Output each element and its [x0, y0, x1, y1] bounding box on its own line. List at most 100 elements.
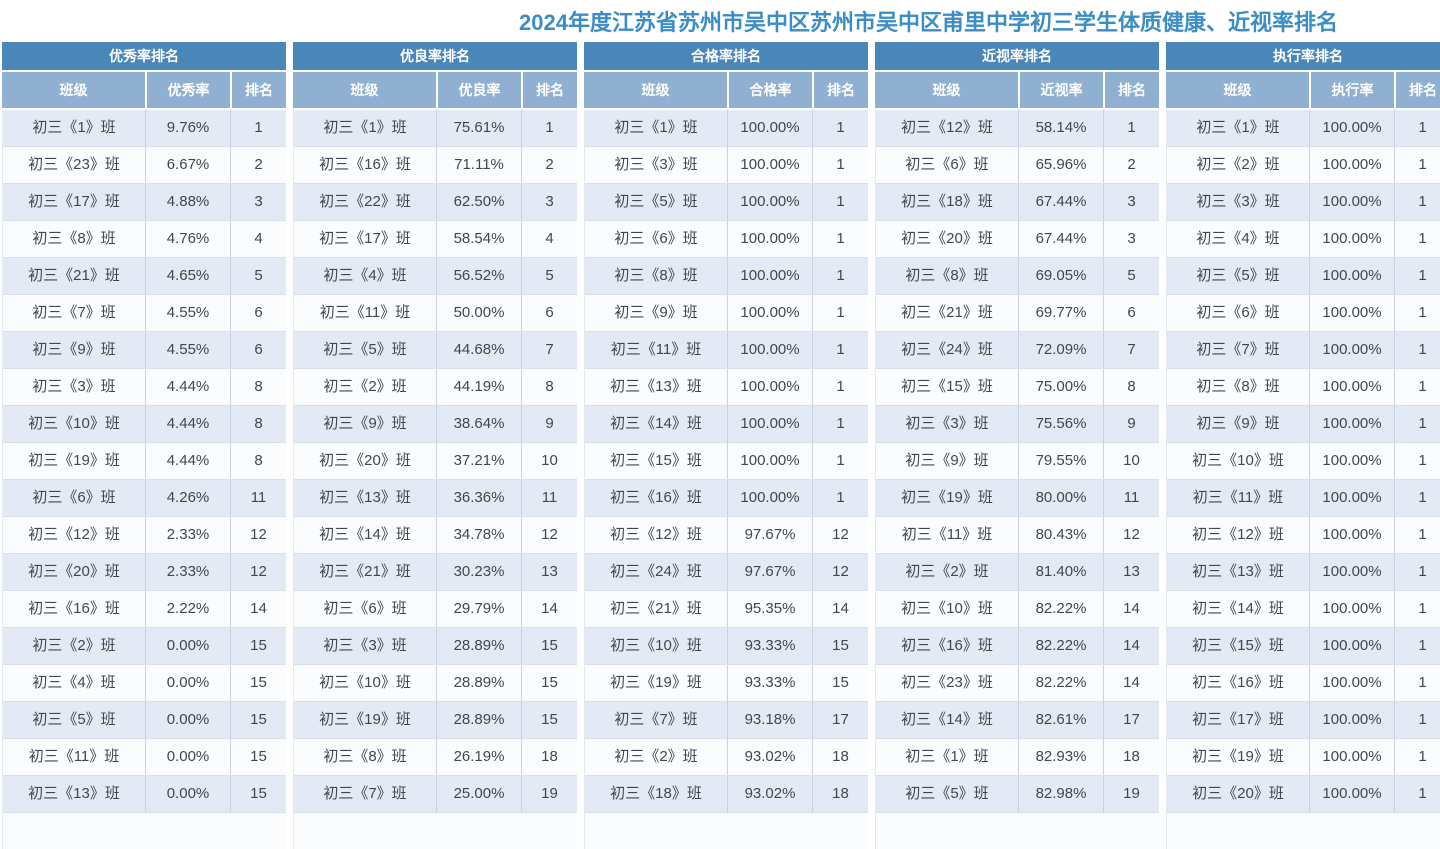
rate-cell: 30.23%: [437, 554, 522, 590]
rate-cell: 100.00%: [1310, 184, 1395, 220]
table-row: 初三《18》班 67.44% 3: [876, 184, 1159, 221]
clipped-row: [585, 813, 868, 849]
rate-cell: 4.88%: [146, 184, 231, 220]
class-cell: 初三《14》班: [876, 702, 1019, 738]
rank-cell: 14: [1123, 600, 1140, 617]
rank-cell: 10: [541, 452, 558, 469]
table-row: 初三《20》班 67.44% 3: [876, 221, 1159, 258]
rank-cell: 15: [832, 674, 849, 691]
table-row: 初三《19》班 80.00% 11: [876, 480, 1159, 517]
rate-cell: 82.22%: [1019, 591, 1104, 627]
class-cell: 初三《9》班: [1167, 406, 1310, 442]
class-cell: 初三《2》班: [3, 628, 146, 664]
rank-cell: 1: [1418, 415, 1427, 432]
rate-cell: 6.67%: [146, 147, 231, 183]
table-title: 优秀率排名: [2, 42, 286, 70]
rank-cell: 6: [1127, 304, 1136, 321]
class-cell: 初三《7》班: [1167, 332, 1310, 368]
class-cell: 初三《3》班: [294, 628, 437, 664]
column-header-class: 班级: [59, 82, 88, 98]
table-row: 初三《21》班 95.35% 14: [585, 591, 868, 628]
rate-cell: 97.67%: [728, 554, 813, 590]
column-header-class: 班级: [932, 82, 961, 98]
rate-cell: 44.19%: [437, 369, 522, 405]
rate-cell: 100.00%: [728, 221, 813, 257]
class-cell: 初三《18》班: [876, 184, 1019, 220]
class-cell: 初三《15》班: [1167, 628, 1310, 664]
rate-cell: 75.56%: [1019, 406, 1104, 442]
rate-cell: 28.89%: [437, 665, 522, 701]
column-header-rank: 排名: [812, 72, 868, 108]
table-row: 初三《19》班 4.44% 8: [3, 443, 286, 480]
rate-cell: 4.76%: [146, 221, 231, 257]
rank-cell: 18: [1123, 748, 1140, 765]
column-header-row: 班级 近视率 排名: [875, 72, 1159, 108]
rank-cell: 2: [254, 156, 263, 173]
rate-cell: 100.00%: [1310, 776, 1395, 812]
rate-cell: 100.00%: [1310, 295, 1395, 331]
rate-cell: 4.65%: [146, 258, 231, 294]
rate-cell: 100.00%: [728, 184, 813, 220]
rank-cell: 11: [250, 489, 267, 506]
rate-cell: 93.33%: [728, 628, 813, 664]
rank-cell: 11: [541, 489, 558, 506]
rate-cell: 58.54%: [437, 221, 522, 257]
table-row: 初三《8》班 69.05% 5: [876, 258, 1159, 295]
rank-cell: 17: [832, 711, 849, 728]
rank-cell: 1: [1418, 489, 1427, 506]
table-row: 初三《2》班 93.02% 18: [585, 739, 868, 776]
page-content: 2024年度江苏省苏州市吴中区苏州市吴中区甫里中学初三学生体质健康、近视率排名 …: [0, 8, 1440, 849]
class-cell: 初三《20》班: [876, 221, 1019, 257]
table-row: 初三《7》班 100.00% 1: [1167, 332, 1440, 369]
rate-cell: 69.05%: [1019, 258, 1104, 294]
rank-cell: 1: [1418, 452, 1427, 469]
rate-cell: 93.02%: [728, 739, 813, 775]
rank-cell: 19: [541, 785, 558, 802]
class-cell: 初三《5》班: [1167, 258, 1310, 294]
rank-cell: 1: [836, 341, 845, 358]
class-cell: 初三《12》班: [585, 517, 728, 553]
rank-cell: 1: [836, 230, 845, 247]
rank-cell: 14: [1123, 637, 1140, 654]
class-cell: 初三《6》班: [876, 147, 1019, 183]
rank-cell: 12: [250, 563, 267, 580]
table-row: 初三《2》班 0.00% 15: [3, 628, 286, 665]
rate-cell: 67.44%: [1019, 184, 1104, 220]
rank-cell: 6: [545, 304, 554, 321]
table-row: 初三《8》班 100.00% 1: [1167, 369, 1440, 406]
table-row: 初三《3》班 28.89% 15: [294, 628, 577, 665]
table-row: 初三《14》班 82.61% 17: [876, 702, 1159, 739]
table-row: 初三《16》班 82.22% 14: [876, 628, 1159, 665]
rate-cell: 2.22%: [146, 591, 231, 627]
column-header-rank: 排名: [1103, 72, 1159, 108]
rate-cell: 80.43%: [1019, 517, 1104, 553]
rank-cell: 14: [250, 600, 267, 617]
table-row: 初三《21》班 69.77% 6: [876, 295, 1159, 332]
rank-cell: 9: [1127, 415, 1136, 432]
table-row: 初三《21》班 4.65% 5: [3, 258, 286, 295]
rate-cell: 4.44%: [146, 406, 231, 442]
table-row: 初三《12》班 100.00% 1: [1167, 517, 1440, 554]
class-cell: 初三《10》班: [1167, 443, 1310, 479]
column-header-rank: 排名: [230, 72, 286, 108]
rank-cell: 14: [1123, 674, 1140, 691]
class-cell: 初三《1》班: [294, 110, 437, 146]
rate-cell: 4.44%: [146, 443, 231, 479]
rank-cell: 1: [1418, 674, 1427, 691]
rate-cell: 4.26%: [146, 480, 231, 516]
rank-cell: 7: [545, 341, 554, 358]
rate-cell: 67.44%: [1019, 221, 1104, 257]
rank-cell: 1: [1418, 341, 1427, 358]
class-cell: 初三《3》班: [585, 147, 728, 183]
class-cell: 初三《13》班: [1167, 554, 1310, 590]
table-row: 初三《16》班 100.00% 1: [585, 480, 868, 517]
class-cell: 初三《20》班: [1167, 776, 1310, 812]
class-cell: 初三《12》班: [876, 110, 1019, 146]
class-cell: 初三《21》班: [294, 554, 437, 590]
column-header-rate: 执行率: [1309, 72, 1394, 108]
rate-cell: 100.00%: [1310, 147, 1395, 183]
class-cell: 初三《14》班: [1167, 591, 1310, 627]
class-cell: 初三《6》班: [585, 221, 728, 257]
rate-cell: 0.00%: [146, 665, 231, 701]
class-cell: 初三《9》班: [876, 443, 1019, 479]
